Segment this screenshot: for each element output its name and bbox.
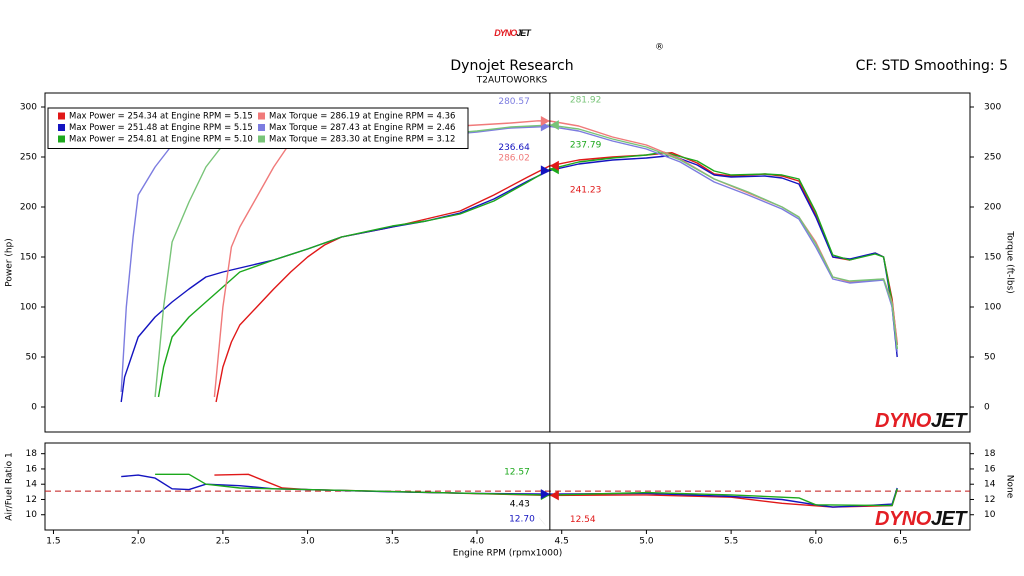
y2-tick-label: 50 (984, 353, 996, 363)
x-axis-label: Engine RPM (rpmx1000) (453, 549, 562, 559)
y-tick-label: 16 (26, 464, 38, 474)
x-tick-label: 6.0 (809, 537, 824, 547)
x-tick-label: 3.5 (385, 537, 399, 547)
readout-label: 237.79 (570, 141, 602, 151)
y-tick-label: 12 (26, 495, 37, 505)
plot-frame (44, 442, 971, 531)
y-tick-label: 100 (20, 303, 37, 313)
y2-tick-label: 200 (984, 203, 1001, 213)
watermark-part: JET (931, 508, 968, 530)
y2-tick-label: 300 (984, 103, 1001, 113)
legend-swatch (258, 124, 265, 131)
x-tick-label: 2.5 (216, 537, 230, 547)
y-axis-label: Power (hp) (5, 238, 15, 287)
readout-label: 12.70 (509, 515, 535, 525)
legend-swatch (58, 124, 65, 131)
y-tick-label: 300 (20, 103, 37, 113)
y2-tick-label: 100 (984, 303, 1001, 313)
y-tick-label: 200 (20, 203, 37, 213)
y2-tick-label: 18 (984, 449, 996, 459)
cursor-arrow (537, 516, 547, 527)
x-tick-label: 3.0 (300, 537, 315, 547)
legend-swatch (258, 135, 265, 143)
x-tick-label: 1.5 (46, 537, 60, 547)
y-axis-label: Air/Fuel Ratio 1 (5, 452, 15, 520)
x-tick-label: 5.0 (639, 537, 654, 547)
watermark-part: JET (931, 410, 968, 432)
legend-label: Max Torque = 286.19 at Engine RPM = 4.36 (269, 112, 455, 122)
readout-marker (540, 115, 550, 126)
readout-label: 236.64 (498, 143, 530, 153)
watermark: DYNOJET (875, 410, 968, 432)
logo-mark: ® (655, 43, 664, 53)
y-tick-label: 150 (20, 253, 37, 263)
settings-note: CF: STD Smoothing: 5 (856, 58, 1008, 74)
readout-label: 286.02 (498, 153, 530, 163)
readout-label: 281.92 (570, 96, 602, 106)
legend-swatch (258, 112, 265, 120)
readout-label: 280.57 (498, 97, 530, 107)
x-tick-label: 5.5 (724, 537, 738, 547)
y2-axis-label: Torque (ft-lbs) (1005, 230, 1015, 294)
plot-frame (44, 92, 971, 433)
y2-tick-label: 0 (984, 403, 990, 413)
x-tick-label: 6.5 (893, 537, 907, 547)
legend-label: Max Torque = 283.30 at Engine RPM = 3.12 (269, 135, 455, 145)
series-line (120, 118, 898, 393)
y-tick-label: 10 (26, 510, 38, 520)
cursor-label: 4.43 (510, 500, 530, 510)
legend-swatch (58, 112, 65, 120)
chart-subtitle: T2AUTOWORKS (476, 76, 548, 86)
readout-label: 12.54 (570, 515, 596, 525)
readout-marker (549, 490, 559, 501)
series-line (157, 151, 898, 398)
y-tick-label: 50 (26, 353, 38, 363)
readout-label: 12.57 (504, 468, 530, 478)
x-tick-label: 4.5 (555, 537, 569, 547)
y2-tick-label: 14 (984, 480, 996, 490)
legend-label: Max Power = 254.81 at Engine RPM = 5.10 (69, 135, 253, 145)
readout-marker (540, 165, 550, 176)
x-tick-label: 4.0 (470, 537, 485, 547)
readout-marker (540, 489, 550, 500)
watermark: DYNOJET (875, 508, 968, 530)
series-line (155, 473, 898, 507)
y-tick-label: 18 (26, 449, 38, 459)
logo-part: DYNO (494, 28, 517, 38)
series-line (154, 123, 898, 398)
y2-tick-label: 10 (984, 510, 996, 520)
y2-tick-label: 12 (984, 495, 995, 505)
readout-marker (549, 160, 559, 171)
watermark-part: DYNO (875, 508, 932, 530)
y2-tick-label: 16 (984, 464, 996, 474)
legend-label: Max Power = 254.34 at Engine RPM = 5.15 (69, 112, 253, 122)
y-tick-label: 250 (20, 153, 37, 163)
x-tick-label: 2.0 (131, 537, 146, 547)
logo: DYNOJET (494, 28, 532, 38)
watermark-part: DYNO (875, 410, 932, 432)
chart-title: Dynojet Research (450, 58, 573, 74)
logo-part: JET (516, 28, 532, 38)
readout-label: 241.23 (570, 185, 602, 195)
legend-swatch (58, 135, 65, 143)
readout-marker (549, 120, 559, 131)
y2-tick-label: 150 (984, 253, 1001, 263)
legend-label: Max Power = 251.48 at Engine RPM = 5.15 (69, 123, 253, 133)
legend-label: Max Torque = 287.43 at Engine RPM = 2.46 (269, 123, 455, 133)
y2-tick-label: 250 (984, 153, 1001, 163)
y-tick-label: 0 (31, 403, 37, 413)
y-tick-label: 14 (26, 480, 38, 490)
y2-axis-label: None (1005, 475, 1015, 499)
